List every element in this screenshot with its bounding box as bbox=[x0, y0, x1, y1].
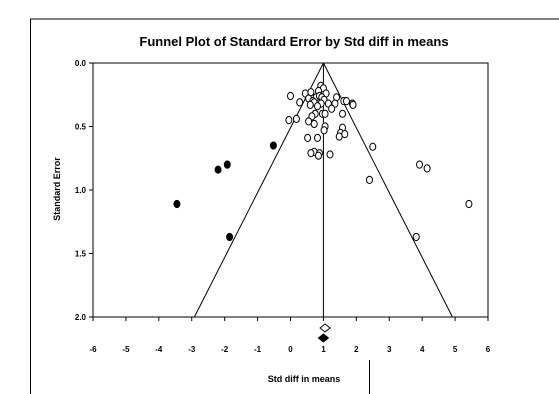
y-tick-label: 1.5 bbox=[75, 250, 87, 259]
observed-study-point bbox=[465, 199, 473, 209]
observed-study-point bbox=[326, 150, 334, 159]
x-tick-label: -1 bbox=[254, 345, 262, 354]
y-tick-label: 0.5 bbox=[75, 123, 87, 132]
imputed-study-point bbox=[223, 160, 231, 169]
observed-study-point bbox=[335, 132, 343, 141]
observed-study-point bbox=[349, 100, 357, 110]
x-tick-label: -3 bbox=[188, 345, 196, 354]
x-tick-label: 2 bbox=[354, 345, 359, 354]
observed-study-point bbox=[328, 104, 336, 113]
observed-study-point bbox=[412, 232, 420, 242]
observed-study-point bbox=[423, 164, 431, 173]
x-axis-label: Std diff in means bbox=[268, 374, 341, 384]
observed-study-point bbox=[287, 91, 294, 101]
observed-study-point bbox=[310, 119, 318, 129]
y-axis-label: Standard Error bbox=[52, 157, 62, 221]
x-tick-label: 4 bbox=[420, 345, 425, 354]
y-tick-label: 1.0 bbox=[75, 186, 87, 195]
y-tick-label: 0.0 bbox=[75, 59, 87, 68]
imputed-study-point bbox=[226, 232, 234, 242]
observed-study-point bbox=[339, 109, 347, 118]
adjusted-summary-diamond bbox=[317, 333, 330, 343]
x-tick-label: 6 bbox=[486, 345, 491, 354]
observed-study-point bbox=[292, 114, 300, 123]
x-tick-label: 5 bbox=[453, 345, 458, 354]
observed-study-point bbox=[313, 133, 321, 143]
observed-study-point bbox=[307, 149, 315, 158]
imputed-study-point bbox=[269, 141, 277, 150]
x-tick-label: -2 bbox=[221, 345, 229, 354]
funnel-left-line bbox=[193, 62, 324, 318]
imputed-study-point bbox=[214, 165, 222, 174]
observed-study-point bbox=[304, 133, 312, 143]
observed-study-point bbox=[416, 160, 424, 169]
plot-border bbox=[92, 62, 489, 318]
x-tick-label: -6 bbox=[89, 345, 97, 354]
chart-title: Funnel Plot of Standard Error by Std dif… bbox=[139, 34, 448, 49]
x-tick-label: -5 bbox=[122, 345, 130, 354]
observed-study-point bbox=[314, 151, 322, 160]
observed-study-point bbox=[306, 100, 314, 110]
x-tick-label: 3 bbox=[387, 345, 392, 354]
y-tick-label: 2.0 bbox=[75, 313, 87, 322]
x-tick-label: -4 bbox=[155, 345, 163, 354]
plot-area: -6 -5 -4 -3 -2 -1 0 1 2 3 4 5 6 0.0 0.5 1.0 1.5 2.0 bbox=[30, 18, 559, 394]
imputed-study-point bbox=[173, 199, 181, 209]
observed-study-point bbox=[313, 102, 321, 111]
x-tick-label: 1 bbox=[321, 345, 326, 354]
observed-study-point bbox=[320, 126, 328, 135]
x-tick-label: 0 bbox=[288, 345, 293, 354]
observed-summary-diamond bbox=[319, 323, 331, 333]
observed-study-point bbox=[296, 98, 304, 107]
observed-study-point bbox=[285, 116, 293, 125]
observed-study-point bbox=[369, 142, 377, 151]
observed-study-point bbox=[342, 97, 350, 106]
observed-study-point bbox=[321, 109, 329, 118]
funnel-right-line bbox=[322, 62, 453, 318]
observed-study-point bbox=[366, 175, 373, 184]
